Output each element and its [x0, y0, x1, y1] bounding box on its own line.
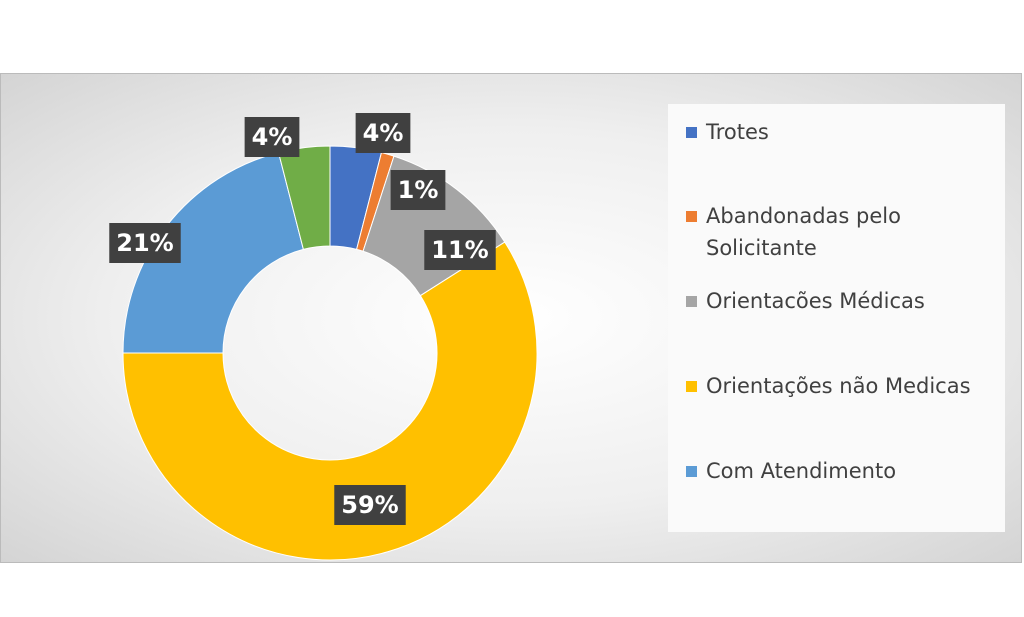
legend-label: Com Atendimento	[706, 459, 897, 483]
legend-item: Abandonadas pelo Solicitante	[686, 200, 996, 264]
data-label-box	[355, 113, 411, 153]
data-label: 4%	[252, 123, 293, 151]
legend-item: Orientações não Medicas	[686, 370, 996, 402]
legend-label: Abandonadas pelo Solicitante	[706, 204, 901, 260]
legend-swatch	[686, 127, 697, 138]
data-label: 4%	[363, 119, 404, 147]
data-label-box	[390, 170, 446, 210]
data-label: 59%	[341, 491, 398, 519]
legend-swatch	[686, 211, 697, 222]
legend-label: Orientacões Médicas	[706, 289, 925, 313]
data-label-box	[334, 485, 406, 525]
donut-slice	[122, 241, 538, 561]
legend-item: Orientacões Médicas	[686, 285, 996, 317]
data-label-box	[109, 223, 181, 263]
legend-swatch	[686, 381, 697, 392]
data-label-box	[244, 117, 300, 157]
legend-swatch	[686, 466, 697, 477]
legend-label: Trotes	[706, 120, 769, 144]
data-label: 11%	[431, 236, 488, 264]
legend-item: Com Atendimento	[686, 455, 996, 487]
legend: Trotes Abandonadas pelo Solicitante Orient…	[668, 104, 1005, 532]
legend-item: Trotes	[686, 116, 996, 148]
data-label: 21%	[116, 229, 173, 257]
data-label-box	[424, 230, 496, 270]
legend-label: Orientações não Medicas	[706, 374, 971, 398]
data-label: 1%	[398, 176, 439, 204]
legend-swatch	[686, 296, 697, 307]
